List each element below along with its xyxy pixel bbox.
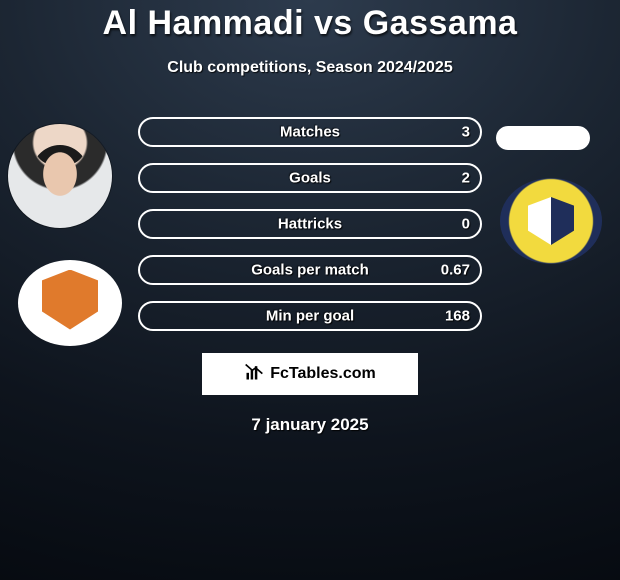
stat-label: Goals [289,170,331,187]
player-right-avatar [496,126,590,150]
stat-value-right: 0.67 [441,262,470,279]
stat-value-right: 168 [445,308,470,325]
stat-label: Goals per match [251,262,369,279]
player-left-avatar [8,124,112,228]
stat-label: Hattricks [278,216,342,233]
stat-row-goals-per-match: Goals per match 0.67 [138,255,482,285]
page-title: Al Hammadi vs Gassama [0,4,620,43]
stat-row-hattricks: Hattricks 0 [138,209,482,239]
stat-value-right: 0 [462,216,470,233]
stat-value-right: 3 [462,124,470,141]
stat-row-matches: Matches 3 [138,117,482,147]
date-label: 7 january 2025 [0,415,620,435]
watermark[interactable]: FcTables.com [202,353,418,395]
watermark-text: FcTables.com [270,365,376,383]
stat-row-goals: Goals 2 [138,163,482,193]
season-subtitle: Club competitions, Season 2024/2025 [0,59,620,77]
stat-label: Min per goal [266,308,354,325]
club-left-crest [18,260,122,346]
stat-row-min-per-goal: Min per goal 168 [138,301,482,331]
stat-value-right: 2 [462,170,470,187]
chart-icon [244,362,264,387]
club-right-crest [500,178,602,264]
stat-label: Matches [280,124,340,141]
comparison-card: Al Hammadi vs Gassama Club competitions,… [0,0,620,580]
